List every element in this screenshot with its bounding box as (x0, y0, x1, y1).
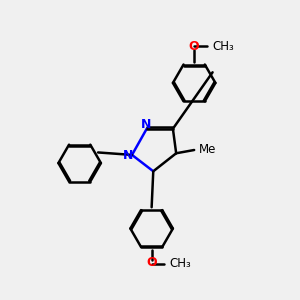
Text: CH₃: CH₃ (212, 40, 234, 53)
Text: O: O (146, 256, 157, 269)
Text: N: N (141, 118, 151, 131)
Text: CH₃: CH₃ (169, 257, 191, 270)
Text: Me: Me (198, 143, 216, 157)
Text: O: O (189, 40, 200, 53)
Text: N: N (123, 149, 133, 162)
